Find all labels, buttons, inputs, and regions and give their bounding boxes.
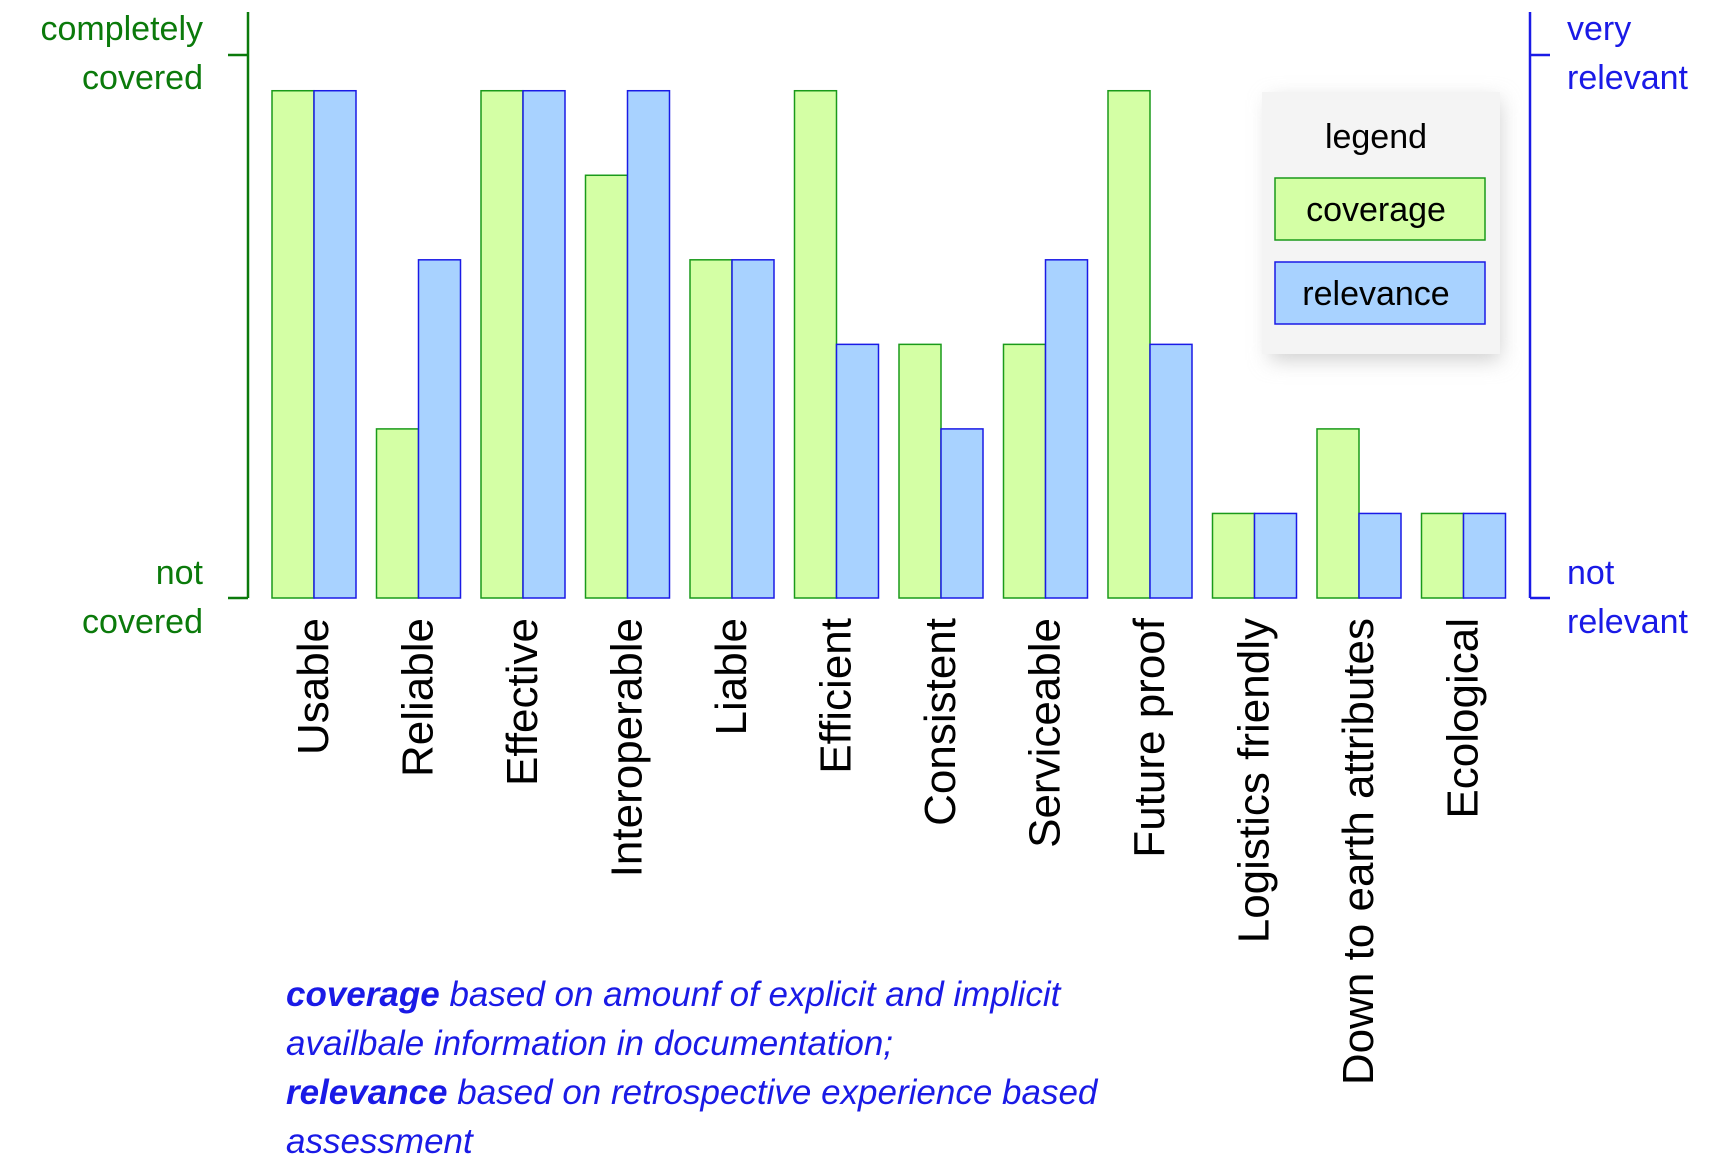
category-label-5: Liable xyxy=(707,618,756,735)
bar-coverage-7 xyxy=(898,343,942,599)
bar-relevance-7 xyxy=(940,428,984,599)
note-coverage-word: coverage xyxy=(286,975,440,1014)
bar-coverage-3 xyxy=(480,89,524,599)
left-axis-bottom-label-line-2: covered xyxy=(82,603,203,641)
bar-relevance-1 xyxy=(313,89,357,599)
category-labels: Usable Reliable Effective Interoperable Liab… xyxy=(289,617,1488,1085)
legend-title: legend xyxy=(1325,118,1427,156)
bar-coverage-8 xyxy=(1002,343,1047,599)
category-label-3: Effective xyxy=(498,618,547,786)
bar-coverage-9 xyxy=(1107,89,1151,599)
left-axis-top-label-line-2: covered xyxy=(82,59,203,97)
note-relevance-word: relevance xyxy=(286,1073,448,1112)
bar-coverage-4 xyxy=(584,174,629,599)
category-label-10: Logistics friendly xyxy=(1230,618,1279,943)
legend: legend coverage relevance xyxy=(1274,118,1486,325)
bar-relevance-12 xyxy=(1462,512,1507,599)
methodology-note: coverage based on amounf of explicit and… xyxy=(286,970,1186,1166)
right-axis-top-label-line-1: very xyxy=(1567,10,1631,48)
bar-relevance-3 xyxy=(522,89,566,599)
category-label-11: Down to earth attributes xyxy=(1334,618,1383,1085)
bar-coverage-12 xyxy=(1420,512,1465,599)
bar-coverage-1 xyxy=(271,89,315,599)
bar-relevance-6 xyxy=(835,343,880,599)
category-label-9: Future proof xyxy=(1125,617,1174,857)
category-label-7: Consistent xyxy=(916,618,965,826)
bar-relevance-11 xyxy=(1358,512,1402,599)
bar-coverage-2 xyxy=(375,428,420,599)
category-label-2: Reliable xyxy=(394,618,443,777)
right-axis-top-label-line-2: relevant xyxy=(1567,59,1689,97)
category-label-8: Serviceable xyxy=(1021,618,1070,848)
bar-coverage-10 xyxy=(1211,512,1256,599)
bar-relevance-2 xyxy=(417,259,462,599)
bar-relevance-4 xyxy=(626,89,671,599)
legend-swatch-relevance xyxy=(1274,261,1486,325)
axes-group: completely covered not covered very relevant n… xyxy=(40,10,1688,641)
category-label-12: Ecological xyxy=(1439,618,1488,819)
legend-label-coverage: coverage xyxy=(1306,191,1446,229)
category-label-1: Usable xyxy=(289,618,338,755)
right-axis-bottom-label-line-1: not xyxy=(1567,554,1615,592)
bar-relevance-5 xyxy=(731,259,775,599)
right-axis-bottom-label-line-2: relevant xyxy=(1567,603,1689,641)
bar-relevance-9 xyxy=(1149,343,1193,599)
bars-group xyxy=(271,89,1507,599)
category-label-4: Interoperable xyxy=(603,618,652,877)
bar-coverage-6 xyxy=(793,89,838,599)
legend-swatch-coverage xyxy=(1274,177,1486,241)
bar-coverage-11 xyxy=(1316,428,1360,599)
left-axis-bottom-label-line-1: not xyxy=(156,554,204,592)
legend-label-relevance: relevance xyxy=(1302,275,1449,313)
note-coverage-text: based on amounf of explicit and implicit… xyxy=(286,975,1061,1063)
bar-coverage-5 xyxy=(689,259,733,599)
bar-relevance-8 xyxy=(1044,259,1089,599)
bar-relevance-10 xyxy=(1253,512,1298,599)
category-label-6: Efficient xyxy=(812,618,861,774)
left-axis-top-label-line-1: completely xyxy=(40,10,203,48)
note-relevance-text: based on retrospective experience based … xyxy=(286,1073,1098,1161)
